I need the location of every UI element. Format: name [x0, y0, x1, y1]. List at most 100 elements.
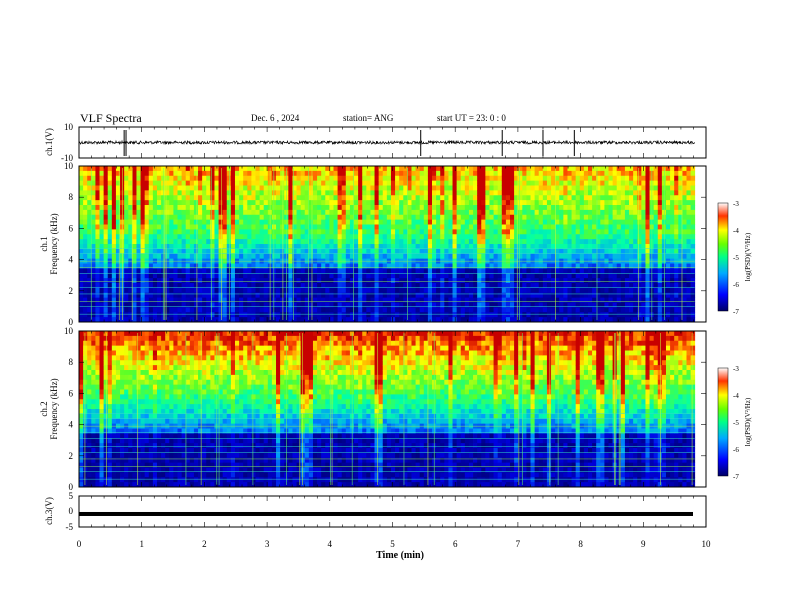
- spectrogram-cell: [198, 180, 203, 186]
- spectrogram-cell: [136, 244, 141, 250]
- spectrogram-cell: [600, 205, 605, 211]
- spectrogram-cell: [156, 195, 162, 201]
- spectrogram-cell: [419, 234, 425, 240]
- spectrogram-cell: [173, 200, 178, 206]
- spectrogram-cell: [276, 297, 281, 303]
- spectrogram-cell: [670, 263, 675, 269]
- spectrogram-cell: [173, 195, 178, 201]
- spectrogram-cell: [468, 170, 474, 177]
- spectrogram-cell: [551, 263, 556, 269]
- spectrogram-cell: [583, 234, 589, 240]
- spectrogram-cell: [132, 312, 137, 318]
- spectrogram-cell: [608, 229, 614, 235]
- spectrogram-cell: [296, 253, 302, 260]
- spectrogram-cell: [522, 229, 527, 235]
- spectrogram-cell: [678, 302, 683, 308]
- spectrogram-cell: [300, 268, 306, 274]
- spectrogram-cell: [534, 263, 540, 269]
- spectrogram-cell: [600, 302, 605, 308]
- spectrogram-cell: [181, 190, 187, 196]
- spectrogram-cell: [337, 263, 343, 269]
- spectrogram-cell: [210, 180, 215, 186]
- spectrogram-cell: [103, 190, 109, 196]
- spectrogram-cell: [514, 248, 519, 255]
- spectrogram-cell: [505, 175, 511, 182]
- spectrogram-cell: [637, 180, 642, 186]
- spectrogram-cell: [226, 297, 232, 303]
- spectrogram-cell: [288, 273, 293, 279]
- spectrogram-cell: [202, 263, 207, 269]
- spectrogram-cell: [304, 214, 310, 221]
- spectrogram-cell: [156, 263, 162, 269]
- spectrogram-cell: [193, 248, 199, 255]
- spectrogram-cell: [481, 278, 486, 284]
- spectrogram-cell: [390, 307, 396, 313]
- spectrogram-cell: [354, 229, 359, 235]
- spectrogram-cell: [288, 278, 293, 284]
- spectrogram-cell: [624, 209, 630, 216]
- spectrogram-cell: [362, 278, 367, 284]
- spectrogram-cell: [317, 278, 322, 284]
- spectrogram-cell: [686, 253, 691, 260]
- spectrogram-cell: [243, 244, 248, 250]
- spectrogram-cell: [378, 287, 384, 294]
- spectrogram-cell: [514, 307, 519, 313]
- spectrogram-cell: [645, 239, 650, 245]
- spectrogram-cell: [329, 209, 334, 216]
- spectrogram-cell: [374, 180, 380, 186]
- spectrogram-cell: [103, 263, 109, 269]
- spectrogram-cell: [629, 209, 634, 216]
- spectrogram-cell: [230, 219, 236, 225]
- spectrogram-cell: [198, 195, 203, 201]
- spectrogram-cell: [300, 297, 306, 303]
- spectrogram-cell: [337, 239, 343, 245]
- spectrogram-cell: [608, 239, 614, 245]
- spectrogram-cell: [514, 263, 519, 269]
- spectrogram-cell: [271, 180, 277, 186]
- spectrogram-cell: [202, 268, 207, 274]
- spectrogram-cell: [444, 190, 449, 196]
- spectrogram-cell: [551, 224, 556, 230]
- spectrogram-cell: [341, 283, 347, 289]
- spectrogram-cell: [624, 312, 630, 318]
- spectrogram-cell: [390, 234, 396, 240]
- spectrogram-cell: [165, 214, 170, 221]
- spectrogram-cell: [690, 190, 696, 196]
- spectrogram-cell: [690, 219, 696, 225]
- spectrogram-cell: [464, 205, 470, 211]
- spectrogram-cell: [456, 195, 462, 201]
- spectrogram-cell: [526, 263, 531, 269]
- spectrogram-cell: [321, 170, 326, 177]
- spectrogram-cell: [329, 190, 334, 196]
- spectrogram-cell: [403, 268, 408, 274]
- spectrogram-cell: [616, 307, 622, 313]
- spectrogram-cell: [91, 185, 96, 191]
- spectrogram-cell: [653, 229, 659, 235]
- spectrogram-cell: [452, 185, 458, 191]
- spectrogram-cell: [276, 175, 281, 182]
- spectrogram-cell: [358, 205, 363, 211]
- spectrogram-cell: [624, 297, 630, 303]
- spectrogram-cell: [259, 185, 265, 191]
- spectrogram-cell: [230, 209, 236, 216]
- spectrogram-cell: [189, 219, 195, 225]
- spectrogram-cell: [230, 170, 236, 177]
- spectrogram-cell: [304, 253, 310, 260]
- spectrogram-cell: [657, 166, 663, 172]
- spectrogram-cell: [296, 166, 302, 172]
- spectrogram-cell: [144, 273, 150, 279]
- spectrogram-cell: [629, 307, 634, 313]
- spectrogram-cell: [337, 292, 343, 299]
- spectrogram-cell: [308, 190, 314, 196]
- spectrogram-cell: [489, 166, 494, 172]
- spectrogram-cell: [103, 175, 109, 182]
- spectrogram-cell: [399, 244, 404, 250]
- spectrogram-cell: [407, 244, 412, 250]
- spectrogram-cell: [218, 312, 224, 318]
- spectrogram-cell: [419, 302, 425, 308]
- spectrogram-cell: [345, 253, 351, 260]
- spectrogram-cell: [87, 214, 92, 221]
- spectrogram-cell: [477, 209, 482, 216]
- spectrogram-cell: [321, 209, 326, 216]
- spectrogram-cell: [682, 229, 687, 235]
